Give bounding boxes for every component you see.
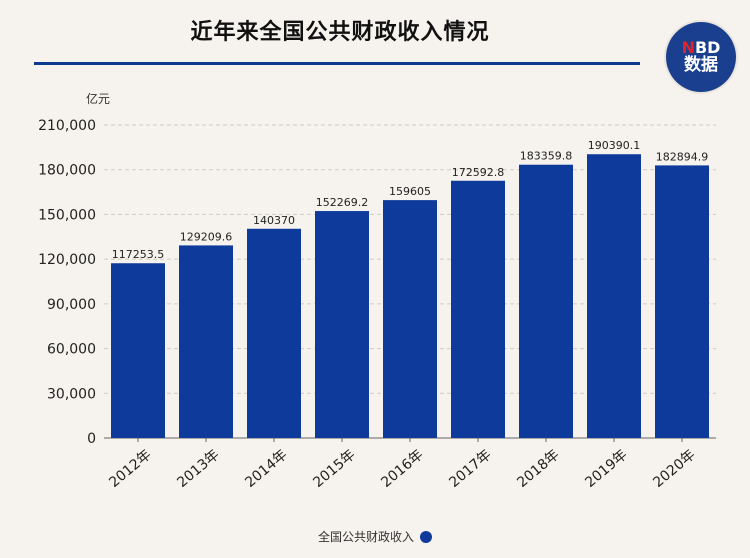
logo-rest-letters: BD: [694, 38, 721, 57]
x-tick-label: 2012年: [106, 447, 154, 491]
x-tick-label: 2018年: [514, 447, 562, 491]
y-tick-label: 90,000: [47, 297, 96, 313]
x-tick-label: 2014年: [242, 447, 290, 491]
legend-swatch: [420, 530, 432, 543]
bar-chart: 亿元 0 30,000 60,000 90,000 120,000 150,000 180,0…: [38, 91, 716, 491]
logo-accent-letter: N: [681, 38, 695, 57]
x-tick-label: 2017年: [446, 447, 494, 491]
data-label: 159605: [389, 185, 431, 198]
title-underline: [34, 62, 640, 65]
bar: [383, 200, 437, 438]
x-tick-label: 2015年: [310, 447, 358, 491]
bar: [247, 228, 301, 438]
nbd-logo: NBD 数据: [666, 22, 736, 92]
x-tick-label: 2016年: [378, 447, 426, 491]
x-tick-label: 2013年: [174, 447, 222, 491]
y-tick-label: 180,000: [38, 163, 96, 179]
data-label: 129209.6: [180, 230, 233, 243]
data-label: 140370: [253, 214, 295, 227]
y-tick-label: 30,000: [47, 386, 96, 402]
data-label: 182894.9: [656, 150, 709, 163]
y-tick-label: 0: [87, 431, 96, 447]
legend: 全国公共财政收入: [0, 528, 750, 545]
data-label: 172592.8: [452, 166, 505, 179]
bar: [451, 180, 505, 438]
y-tick-label: 60,000: [47, 342, 96, 358]
x-tick-label: 2019年: [582, 447, 630, 491]
legend-label: 全国公共财政收入: [317, 530, 414, 544]
y-axis-unit-label: 亿元: [86, 91, 110, 106]
x-tick-label: 2020年: [650, 447, 698, 491]
data-label: 117253.5: [112, 248, 165, 261]
bar: [655, 165, 709, 438]
bar: [179, 245, 233, 438]
y-tick-label: 150,000: [38, 207, 96, 223]
data-label: 190390.1: [588, 139, 641, 152]
y-tick-label: 120,000: [38, 252, 96, 268]
bar: [519, 164, 573, 438]
bar: [111, 263, 165, 438]
bar: [587, 154, 641, 438]
y-tick-label: 210,000: [38, 118, 96, 134]
chart-title: 近年来全国公共财政收入情况: [190, 20, 490, 45]
data-label: 152269.2: [316, 196, 369, 209]
logo-text-bottom: 数据: [684, 55, 718, 75]
logo-text-top: NBD: [682, 39, 721, 56]
data-label: 183359.8: [520, 150, 573, 163]
bar: [315, 211, 369, 438]
